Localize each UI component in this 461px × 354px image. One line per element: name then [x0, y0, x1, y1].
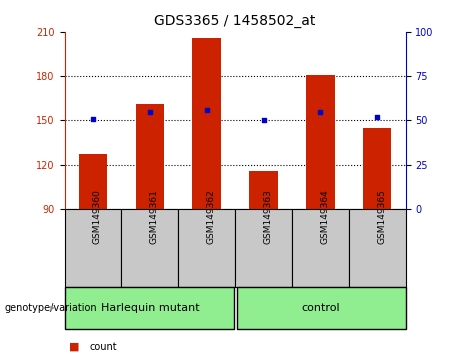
Text: count: count	[90, 342, 118, 352]
Bar	[121, 209, 178, 287]
Text: GSM149363: GSM149363	[264, 189, 272, 244]
Bar	[249, 171, 278, 209]
Point	[203, 107, 210, 113]
Text: Harlequin mutant: Harlequin mutant	[100, 303, 199, 313]
Point	[89, 116, 97, 121]
Point	[373, 114, 381, 120]
Bar	[292, 209, 349, 287]
Bar	[79, 154, 107, 209]
Bar	[65, 209, 121, 287]
Point	[317, 109, 324, 114]
Bar	[236, 287, 406, 329]
Bar	[235, 209, 292, 287]
Text: control: control	[301, 303, 340, 313]
Bar	[136, 104, 164, 209]
Title: GDS3365 / 1458502_at: GDS3365 / 1458502_at	[154, 14, 316, 28]
Text: ■: ■	[69, 342, 80, 352]
Text: GSM149364: GSM149364	[320, 189, 330, 244]
Point	[260, 118, 267, 123]
Text: GSM149361: GSM149361	[150, 189, 159, 244]
Bar	[349, 209, 406, 287]
Text: genotype/variation: genotype/variation	[5, 303, 97, 313]
Text: GSM149362: GSM149362	[207, 189, 216, 244]
Bar	[306, 75, 335, 209]
Bar	[65, 287, 234, 329]
Bar	[193, 38, 221, 209]
Point	[146, 109, 154, 114]
Bar	[178, 209, 235, 287]
Text: GSM149360: GSM149360	[93, 189, 102, 244]
Text: GSM149365: GSM149365	[377, 189, 386, 244]
Bar	[363, 128, 391, 209]
